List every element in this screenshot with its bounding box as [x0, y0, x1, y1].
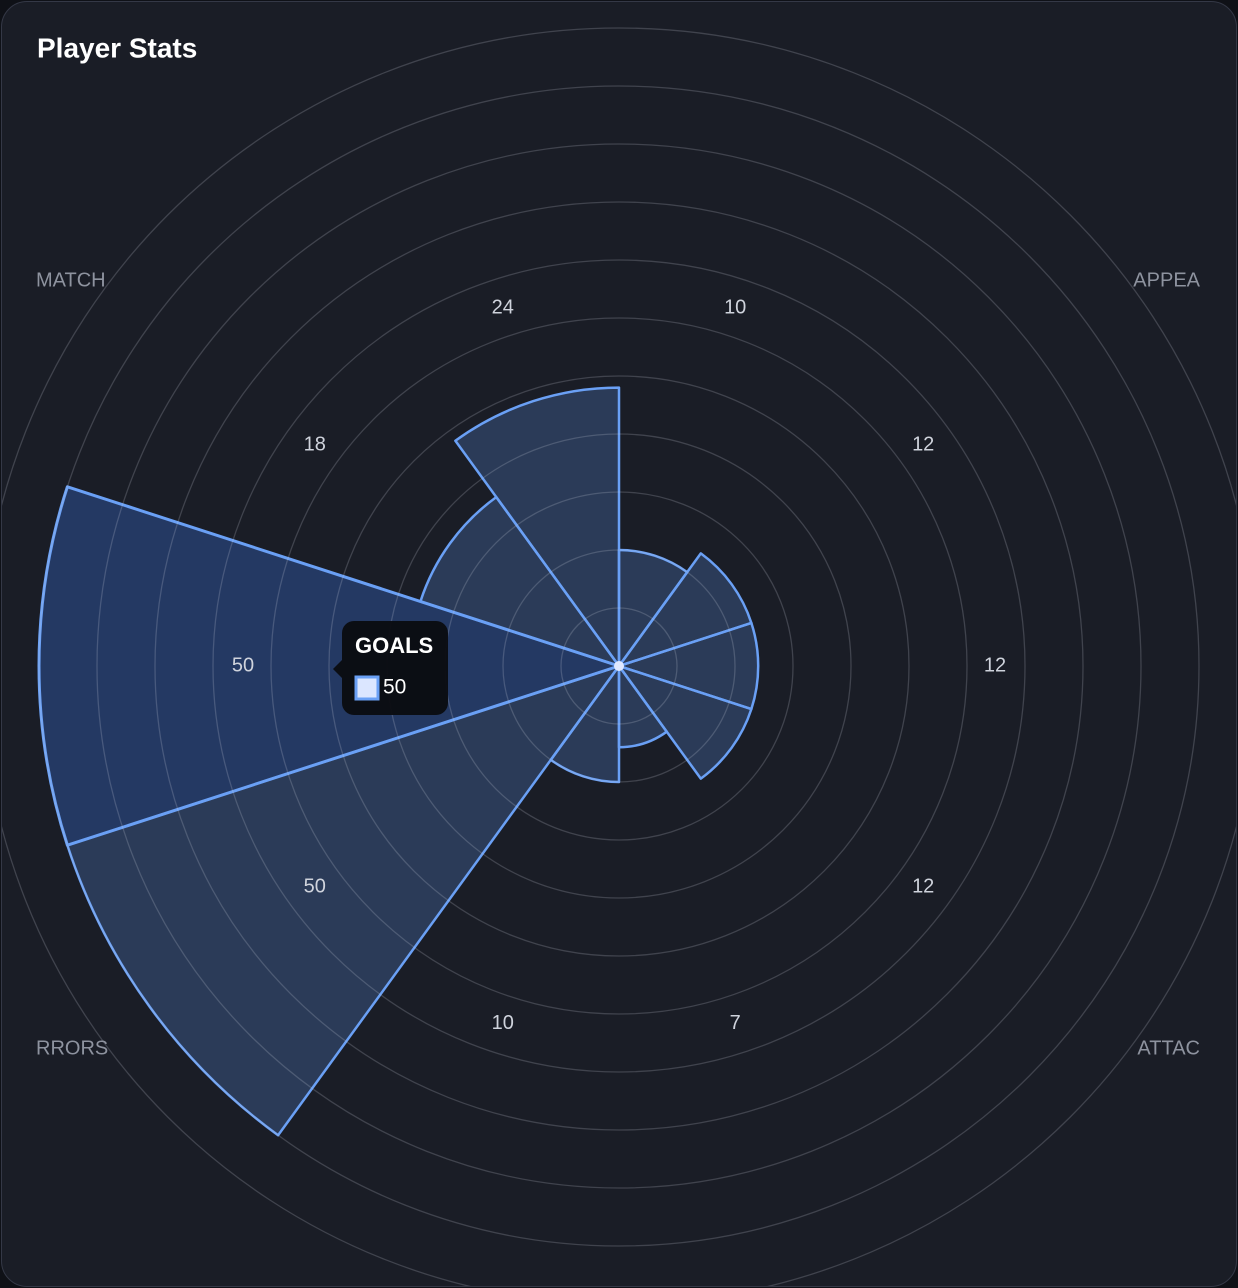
segment: [617, 664, 753, 780]
segment: [617, 548, 689, 668]
segment: [37, 485, 621, 847]
tooltip-title: GOALS: [355, 633, 433, 658]
point-label: ATTAC: [1137, 1037, 1200, 1059]
grid-ring: [328, 375, 910, 957]
grid-ring: [2, 27, 1236, 1286]
segment: [617, 621, 760, 711]
grid-ring: [38, 85, 1200, 1247]
value-label: 7: [730, 1012, 741, 1034]
tooltip-value: 50: [383, 676, 406, 699]
grid-ring: [212, 259, 1026, 1073]
value-label: 12: [912, 875, 934, 897]
tooltip: GOALS 50: [333, 621, 448, 715]
grid-ring: [502, 549, 736, 783]
value-label: 10: [724, 297, 746, 319]
chart-title: Player Stats: [37, 32, 197, 63]
tooltip-swatch: [354, 675, 380, 701]
segment: [454, 386, 621, 668]
segment: [419, 495, 621, 668]
value-label: 50: [232, 654, 254, 676]
value-label: 50: [304, 875, 326, 897]
segment: [617, 552, 753, 668]
value-label: 18: [304, 433, 326, 455]
segment: [549, 664, 621, 784]
value-label: 24: [492, 297, 514, 319]
value-label: 12: [912, 433, 934, 455]
value-label: 10: [492, 1012, 514, 1034]
grid-ring: [560, 607, 678, 725]
center-dot: [614, 661, 624, 671]
grid-ring: [96, 143, 1142, 1189]
grid-ring: [154, 201, 1084, 1131]
point-label: RRORS: [36, 1037, 108, 1059]
grid-ring: [270, 317, 968, 1015]
segment: [66, 664, 621, 1137]
value-label: 12: [984, 654, 1006, 676]
point-label: APPEA: [1133, 269, 1200, 291]
point-label: MATCH: [36, 269, 106, 291]
